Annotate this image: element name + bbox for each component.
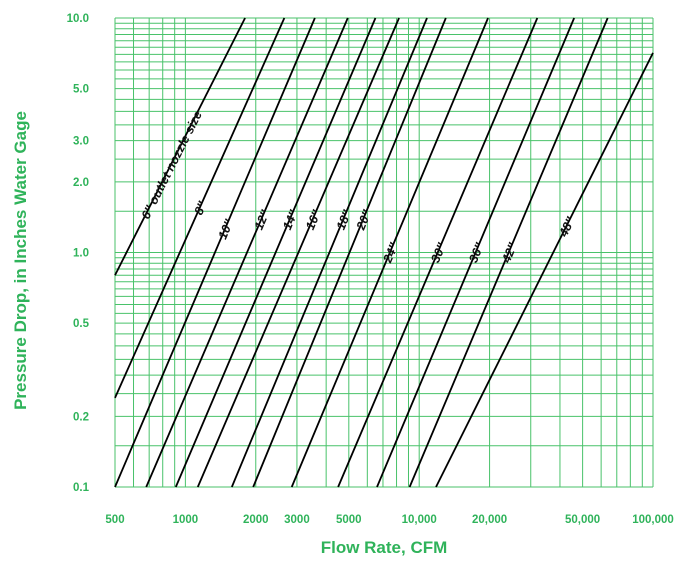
y-tick-label: 0.5 <box>73 318 90 330</box>
x-tick-label: 500 <box>105 514 124 526</box>
series-label: 10″ <box>216 217 237 242</box>
y-tick-label: 5.0 <box>73 84 89 96</box>
y-tick-label: 0.2 <box>73 411 89 423</box>
series-label: 8″ <box>192 199 210 217</box>
grid <box>114 17 654 488</box>
y-tick-label: 0.1 <box>73 482 90 494</box>
series-line <box>114 17 246 276</box>
x-tick-label: 20,000 <box>472 514 507 526</box>
y-tick-labels: 0.1 0.2 0.5 1.0 2.0 3.0 5.0 10.0 <box>67 13 90 494</box>
series-line <box>435 52 654 488</box>
series-label: 48″ <box>556 214 578 240</box>
x-tick-label: 2000 <box>243 514 269 526</box>
series-line <box>196 17 400 488</box>
series-line <box>114 17 286 399</box>
y-tick-label: 3.0 <box>73 136 89 148</box>
x-tick-label: 10,000 <box>402 514 437 526</box>
series-label: 30″ <box>428 240 449 265</box>
series-line <box>252 17 447 488</box>
y-tick-label: 10.0 <box>67 13 89 25</box>
x-tick-label: 1000 <box>173 514 199 526</box>
y-tick-label: 2.0 <box>73 177 89 189</box>
series-label: 42″ <box>499 240 520 266</box>
series-label: 36″ <box>466 240 487 265</box>
x-tick-labels: 500 1000 2000 3000 5000 10,000 20,000 50,000 100… <box>105 514 673 526</box>
series-line <box>145 17 349 488</box>
series-line <box>290 17 489 488</box>
series-line <box>231 17 428 488</box>
series-line <box>408 17 609 488</box>
x-tick-label: 50,000 <box>565 514 600 526</box>
series-line <box>174 17 377 488</box>
x-axis-label: Flow Rate, CFM <box>321 538 448 557</box>
x-tick-label: 100,000 <box>632 514 674 526</box>
series-lines <box>114 17 654 488</box>
x-tick-label: 5000 <box>336 514 362 526</box>
x-tick-label: 3000 <box>284 514 310 526</box>
series-line <box>376 17 575 488</box>
y-tick-label: 1.0 <box>73 248 89 260</box>
y-axis-label: Pressure Drop, in Inches Water Gage <box>11 111 30 410</box>
series-line <box>114 17 316 488</box>
series-line <box>337 17 539 488</box>
